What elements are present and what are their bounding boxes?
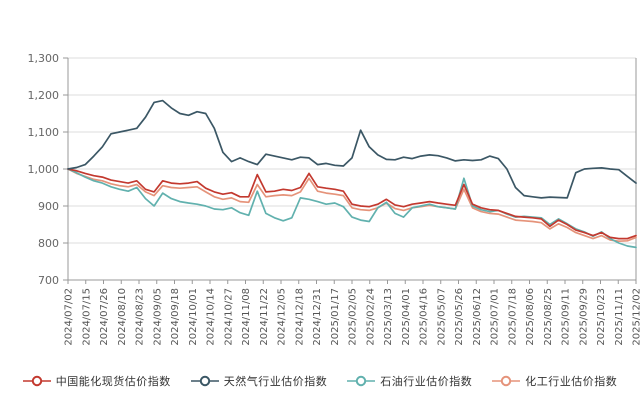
x-axis-tick-label: 2025/11/11 xyxy=(614,288,625,346)
x-axis-tick-label: 2024/07/15 xyxy=(81,288,92,346)
x-axis-tick-label: 2025/07/18 xyxy=(507,288,518,346)
x-axis-tick-label: 2024/12/18 xyxy=(294,288,305,346)
chart-legend: 中国能化现货估价指数 天然气行业估价指数 石油行业估价指数 化工行业估价指数 xyxy=(0,362,640,400)
legend-item-3[interactable]: 石油行业估价指数 xyxy=(347,373,472,389)
x-axis-tick-label: 2024/10/27 xyxy=(223,288,234,346)
x-axis-tick-label: 2025/07/01 xyxy=(490,288,501,346)
x-axis-tick-label: 2025/08/06 xyxy=(525,288,536,346)
legend-item-1[interactable]: 中国能化现货估价指数 xyxy=(22,373,171,389)
legend-label: 石油行业估价指数 xyxy=(380,375,473,388)
series-line-4 xyxy=(67,168,637,243)
x-axis-tick-label: 2025/05/07 xyxy=(436,288,447,346)
x-axis-tick-label: 2024/09/05 xyxy=(152,288,163,346)
x-axis-tick-label: 2025/08/25 xyxy=(543,288,554,346)
y-axis-tick-label: 1,200 xyxy=(28,89,60,102)
y-axis-tick-label: 700 xyxy=(38,274,59,287)
legend-label: 中国能化现货估价指数 xyxy=(55,375,171,388)
x-axis-tick-label: 2025/06/12 xyxy=(472,288,483,346)
x-axis-tick-label: 2025/04/01 xyxy=(401,288,412,346)
price-index-line-chart: 700 800 900 1,000 1,100 1,200 1,300 2024/07/02 2… xyxy=(28,52,640,346)
y-axis-tick-label: 900 xyxy=(38,200,59,213)
x-axis-tick-label: 2025/03/13 xyxy=(383,288,394,346)
legend-item-4[interactable]: 化工行业估价指数 xyxy=(492,373,617,389)
x-axis-tick-label: 2024/09/18 xyxy=(170,288,181,346)
y-axis-tick-label: 1,100 xyxy=(28,126,60,139)
x-axis-tick-label: 2024/11/08 xyxy=(241,288,252,346)
x-axis-tick-label: 2025/12/02 xyxy=(632,288,640,346)
x-axis-tick-label: 2025/10/23 xyxy=(596,288,607,346)
legend-marker-icon xyxy=(347,375,376,387)
series-line-2 xyxy=(67,99,637,199)
x-axis-tick-label: 2025/02/24 xyxy=(365,288,376,346)
series-line-1 xyxy=(67,168,637,240)
x-axis-tick-label: 2025/01/17 xyxy=(330,288,341,346)
x-axis-tick-label: 2025/05/26 xyxy=(454,288,465,346)
y-axis-tick-label: 1,000 xyxy=(28,163,60,176)
series-line-3 xyxy=(67,168,637,249)
x-axis-tick-label: 2024/12/31 xyxy=(312,288,323,346)
legend-marker-icon xyxy=(190,375,219,387)
y-axis-tick-label: 1,300 xyxy=(28,52,60,65)
x-axis-tick-label: 2025/09/29 xyxy=(578,288,589,346)
x-axis-tick-label: 2024/07/02 xyxy=(64,288,75,346)
x-axis-tick-label: 2025/02/05 xyxy=(348,288,359,346)
x-axis-tick-label: 2025/04/16 xyxy=(419,288,430,346)
legend-label: 天然气行业估价指数 xyxy=(223,375,328,388)
legend-marker-icon xyxy=(492,375,521,387)
y-axis-tick-label: 800 xyxy=(38,237,59,250)
x-axis-tick-label: 2024/10/01 xyxy=(188,288,199,346)
x-axis-tick-label: 2024/12/05 xyxy=(277,288,288,346)
x-axis-tick-label: 2025/09/11 xyxy=(561,288,572,346)
legend-label: 化工行业估价指数 xyxy=(525,375,618,388)
x-axis-tick-label: 2024/10/14 xyxy=(206,288,217,346)
x-axis-tick-label: 2024/08/10 xyxy=(117,288,128,346)
x-axis-tick-label: 2024/11/22 xyxy=(259,288,270,346)
x-axis-tick-label: 2024/08/23 xyxy=(135,288,146,346)
legend-item-2[interactable]: 天然气行业估价指数 xyxy=(190,373,328,389)
x-axis-tick-label: 2024/07/26 xyxy=(99,288,110,346)
legend-marker-icon xyxy=(22,375,51,387)
